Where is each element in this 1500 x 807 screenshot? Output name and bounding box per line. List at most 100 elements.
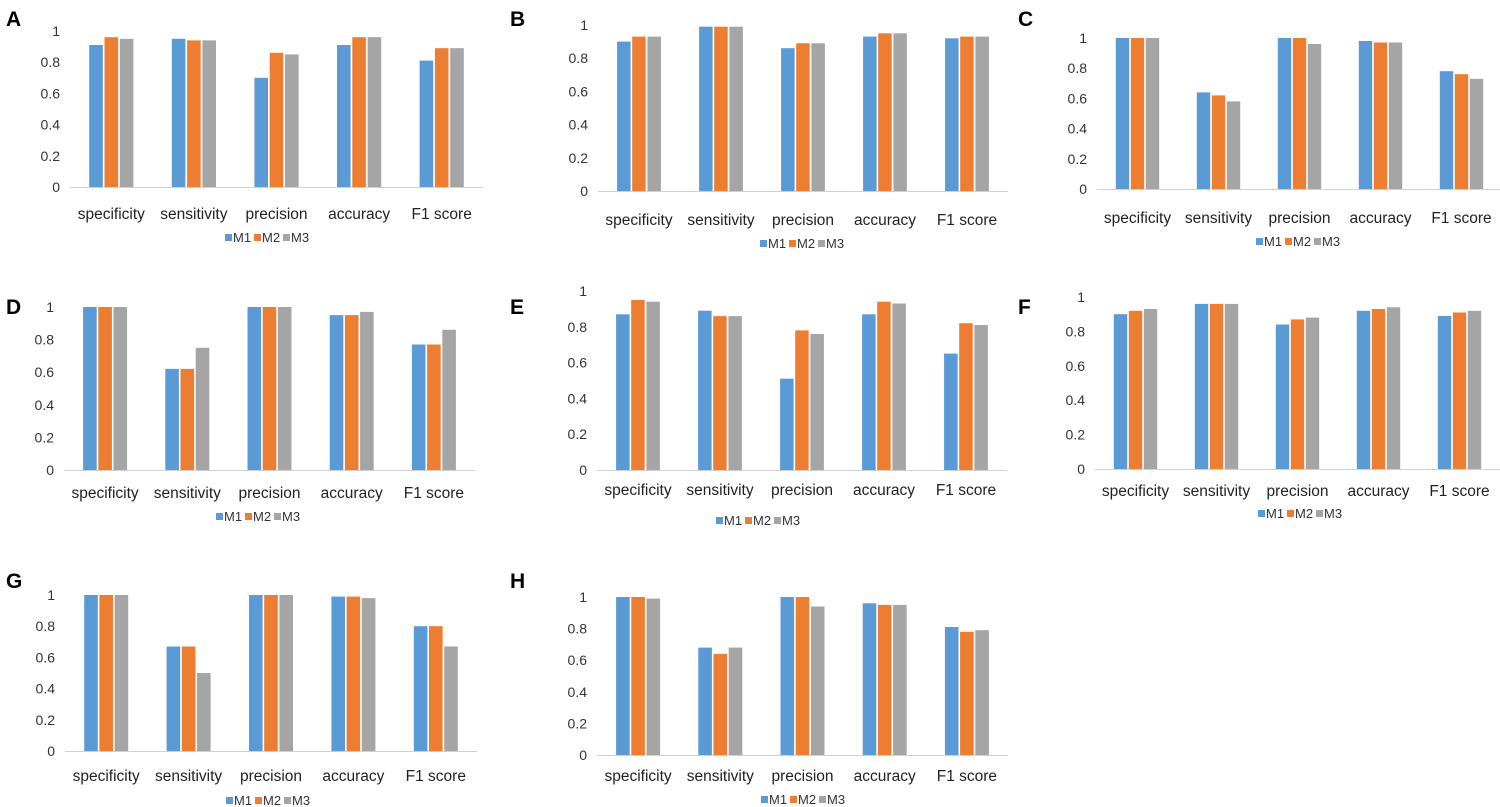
y-tick-label: 1 bbox=[579, 283, 587, 299]
bar-m3 bbox=[729, 26, 743, 192]
bar-m1 bbox=[1437, 315, 1452, 469]
y-tick-label: 0.4 bbox=[568, 390, 588, 406]
bar-m2 bbox=[346, 596, 361, 751]
bar-m3 bbox=[893, 604, 907, 755]
bar-m2 bbox=[264, 595, 278, 751]
y-tick-label: 1 bbox=[580, 17, 588, 33]
bar-m1 bbox=[944, 627, 959, 755]
bar-m1 bbox=[84, 595, 98, 751]
category-label: precision bbox=[1268, 210, 1330, 227]
bar-m3 bbox=[1386, 307, 1401, 469]
bar-m2 bbox=[795, 597, 810, 755]
legend-label-m1: M1 bbox=[1264, 234, 1282, 249]
bar-m1 bbox=[698, 647, 712, 755]
bar-m1 bbox=[1439, 71, 1454, 189]
bar-m2 bbox=[180, 368, 195, 470]
legend-swatch-m1 bbox=[216, 513, 223, 520]
y-tick-label: 0.2 bbox=[41, 148, 61, 164]
bar-m2 bbox=[181, 646, 196, 751]
y-tick-label: 1 bbox=[1079, 30, 1087, 46]
bar-m3 bbox=[975, 36, 989, 191]
y-tick-label: 0.2 bbox=[35, 429, 55, 445]
legend-label-m1: M1 bbox=[233, 230, 251, 245]
y-tick-label: 0.2 bbox=[36, 712, 56, 728]
bar-m2 bbox=[959, 323, 973, 470]
y-tick-label: 0.8 bbox=[1068, 60, 1088, 76]
legend: M1 M2 M3 bbox=[1256, 234, 1340, 249]
legend: M1 M2 M3 bbox=[716, 513, 800, 528]
legend-label-m3: M3 bbox=[291, 230, 309, 245]
category-label: accuracy bbox=[854, 212, 916, 229]
category-label: F1 score bbox=[404, 485, 464, 502]
y-tick-label: 0 bbox=[46, 462, 54, 478]
category-label: precision bbox=[245, 206, 307, 223]
bar-m1 bbox=[1113, 314, 1128, 469]
bar-m2 bbox=[631, 300, 645, 470]
legend: M1 M2 M3 bbox=[226, 793, 310, 807]
bar-m3 bbox=[277, 307, 292, 470]
bar-m1 bbox=[944, 353, 958, 470]
bar-m1 bbox=[247, 307, 262, 470]
y-tick-label: 0 bbox=[47, 743, 55, 759]
legend-swatch-m3 bbox=[818, 240, 825, 247]
y-tick-label: 1 bbox=[1077, 289, 1085, 305]
bar-m3 bbox=[1224, 303, 1239, 469]
bar-m1 bbox=[862, 314, 876, 470]
legend-label-m2: M2 bbox=[797, 236, 815, 251]
y-tick-label: 0.4 bbox=[569, 117, 589, 133]
bar-m2 bbox=[429, 626, 443, 751]
category-label: specificity bbox=[605, 768, 672, 785]
bar-m1 bbox=[89, 45, 103, 187]
bar-m3 bbox=[1226, 101, 1241, 189]
chart-panel-f: F 0 0.2 0.4 0.6 0.8 1 specificity sensitivity pre… bbox=[1018, 289, 1500, 521]
y-tick-label: 0.6 bbox=[35, 364, 55, 380]
bar-m3 bbox=[810, 334, 824, 470]
bar-m1 bbox=[862, 603, 877, 755]
y-tick-label: 1 bbox=[46, 299, 54, 315]
category-label: sensitivity bbox=[155, 768, 222, 785]
bar-m2 bbox=[960, 36, 974, 191]
category-label: specificity bbox=[73, 768, 140, 785]
bar-m2 bbox=[1373, 42, 1388, 189]
category-label: sensitivity bbox=[687, 768, 754, 785]
legend-label-m2: M2 bbox=[262, 230, 280, 245]
bar-m1 bbox=[1194, 303, 1209, 469]
legend-label-m2: M2 bbox=[1295, 506, 1313, 521]
bar-m3 bbox=[442, 329, 456, 470]
y-tick-label: 0 bbox=[1079, 181, 1087, 197]
legend-swatch-m2 bbox=[245, 513, 252, 520]
bar-m3 bbox=[1145, 38, 1160, 189]
legend-swatch-m3 bbox=[284, 797, 291, 804]
bar-m3 bbox=[728, 316, 742, 470]
legend-label-m1: M1 bbox=[234, 793, 252, 807]
y-tick-label: 0 bbox=[579, 462, 587, 478]
legend-label-m3: M3 bbox=[292, 793, 310, 807]
bar-m3 bbox=[975, 630, 989, 755]
legend-label-m2: M2 bbox=[798, 792, 816, 807]
panel-label: E bbox=[510, 296, 524, 319]
y-tick-label: 0.4 bbox=[35, 397, 55, 413]
y-tick-label: 0.4 bbox=[568, 684, 588, 700]
legend-label-m1: M1 bbox=[224, 509, 242, 524]
y-tick-label: 0 bbox=[580, 183, 588, 199]
y-tick-label: 0.8 bbox=[569, 50, 589, 66]
bar-m1 bbox=[863, 36, 877, 191]
category-label: accuracy bbox=[328, 206, 390, 223]
y-tick-label: 1 bbox=[579, 589, 587, 605]
y-tick-label: 0.8 bbox=[568, 319, 588, 335]
bar-m2 bbox=[99, 595, 113, 751]
bar-m3 bbox=[285, 54, 299, 188]
legend-swatch-m1 bbox=[716, 517, 723, 524]
bar-m1 bbox=[1196, 92, 1211, 189]
bar-m2 bbox=[1211, 95, 1226, 189]
bar-m1 bbox=[781, 48, 795, 192]
bar-m3 bbox=[113, 307, 128, 470]
legend-label-m1: M1 bbox=[1266, 506, 1284, 521]
bar-m3 bbox=[1469, 78, 1484, 189]
legend-swatch-m1 bbox=[760, 240, 767, 247]
legend: M1 M2 M3 bbox=[216, 509, 300, 524]
category-label: precision bbox=[772, 212, 834, 229]
y-tick-label: 0.6 bbox=[569, 83, 589, 99]
legend-swatch-m1 bbox=[226, 797, 233, 804]
